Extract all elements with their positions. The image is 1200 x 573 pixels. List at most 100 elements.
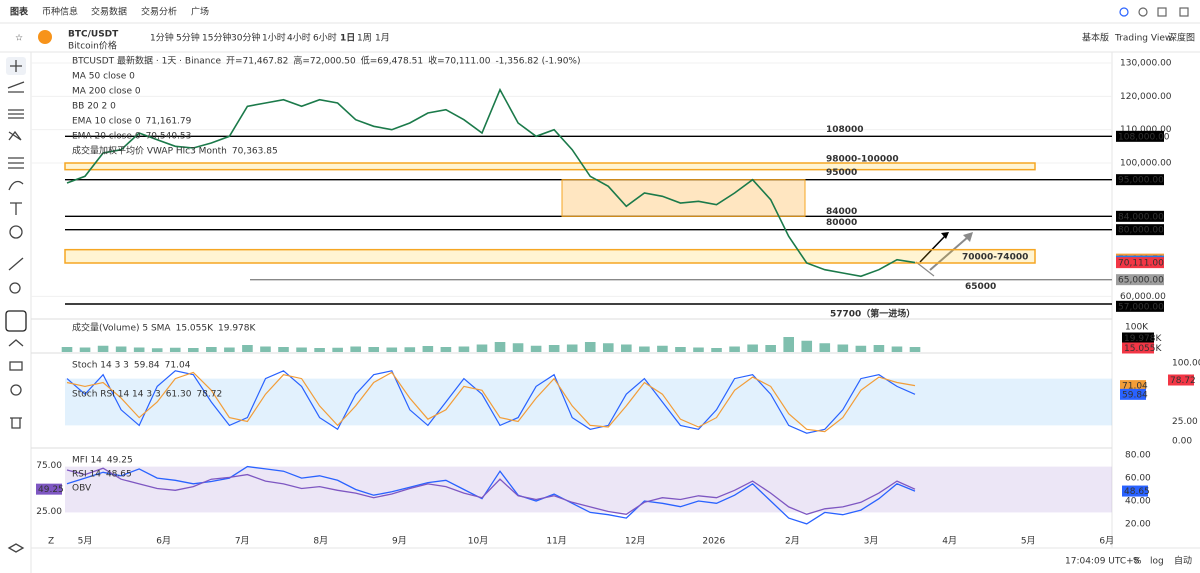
price-label-bg: [1116, 257, 1164, 269]
tool-line[interactable]: [7, 81, 25, 93]
indicator-name: Stoch RSI 14 14 3 3: [72, 390, 161, 400]
tool-fib[interactable]: [8, 109, 24, 119]
tool-pattern[interactable]: [8, 130, 22, 141]
indicator-label-bg: [1120, 388, 1146, 400]
indicator-value: 71.04: [165, 361, 191, 371]
indicator-value: 19.978K: [218, 324, 256, 334]
consolidation-zone: [561, 179, 806, 217]
x-tick-label: 6月: [1099, 536, 1114, 547]
volume-bar: [711, 348, 722, 352]
star-icon[interactable]: ☆: [15, 34, 23, 44]
x-tick-label: 7月: [235, 536, 250, 547]
volume-bar: [242, 345, 253, 352]
level-label: 80000: [826, 218, 857, 228]
tool-lock[interactable]: [8, 339, 24, 347]
x-tick-label: 9月: [392, 536, 407, 547]
symbol: BTC/USDT: [68, 30, 119, 40]
view-button[interactable]: Trading View: [1114, 34, 1172, 44]
icon[interactable]: [1138, 7, 1148, 17]
interval-button[interactable]: 4小时: [287, 32, 311, 44]
volume-bar: [693, 347, 704, 352]
scale-option[interactable]: %: [1133, 557, 1142, 567]
volume-bar: [729, 346, 740, 352]
nav-tab[interactable]: 交易分析: [141, 6, 177, 18]
tool-emoji[interactable]: [9, 225, 23, 239]
view-button[interactable]: 基本版: [1082, 32, 1109, 44]
chart-title: BTCUSDT 最新数据 · 1天 · Binance: [72, 55, 221, 67]
scale-option[interactable]: 自动: [1174, 555, 1192, 567]
volume-bar: [350, 346, 361, 352]
x-tick-label: 6月: [156, 536, 171, 547]
view-button[interactable]: 深度图: [1168, 32, 1195, 44]
indicator-name: MA 200 close 0: [72, 87, 141, 97]
interval-button[interactable]: 1分钟: [150, 32, 174, 44]
tool-lock[interactable]: [9, 361, 23, 371]
volume-bar: [404, 347, 416, 352]
indicator-name: 成交量(Volume) 5 SMA: [72, 322, 171, 334]
indicator-name: 成交量加权平均价 VWAP Hlc3 Month: [72, 145, 227, 157]
indicator-value: 78.72: [196, 390, 222, 400]
scale-option[interactable]: log: [1150, 557, 1164, 567]
volume-label: 19.978K: [1124, 334, 1162, 344]
arrow: [919, 234, 947, 263]
interval-button[interactable]: 1周: [357, 33, 372, 44]
tool-crosshair[interactable]: [10, 60, 22, 72]
interval-button[interactable]: 5分钟: [176, 32, 200, 44]
tool-ruler[interactable]: [8, 257, 24, 271]
interval-button[interactable]: 15分钟: [202, 32, 231, 44]
nav-tab[interactable]: 币种信息: [42, 6, 78, 18]
x-tick-label: 2026: [702, 537, 725, 547]
series-line: [66, 371, 916, 433]
level-label: 57700（第一进场）: [830, 308, 915, 320]
x-tick-label: 3月: [864, 536, 879, 547]
level-label: 70000-74000: [962, 253, 1028, 263]
price-label-bg: [1116, 274, 1164, 286]
icon[interactable]: [1157, 7, 1167, 17]
indicator-name: MFI 14: [72, 456, 102, 466]
icon[interactable]: [1119, 7, 1129, 17]
level-label: 95000: [826, 168, 857, 178]
tool-zoom[interactable]: [9, 282, 21, 294]
y-tick-label: 75.00: [36, 461, 62, 471]
icon[interactable]: [1179, 7, 1189, 17]
y-tick-label: 130,000.00: [1120, 59, 1172, 69]
volume-bar: [314, 348, 325, 352]
price-label: 57,000.00: [1118, 302, 1164, 312]
price-label: 65,000.00: [1118, 276, 1164, 286]
tool-layers[interactable]: [7, 543, 25, 553]
volume-bar: [458, 346, 470, 352]
y-tick-label: 80.00: [1125, 451, 1151, 461]
volume-bar: [891, 346, 903, 352]
tool-trash[interactable]: [10, 417, 22, 429]
tool-eye[interactable]: [10, 384, 22, 396]
interval-button[interactable]: 1月: [375, 33, 390, 44]
tool-magnet[interactable]: [5, 310, 27, 332]
indicator-label-bg: [1120, 380, 1146, 392]
interval-button[interactable]: 1小时: [262, 32, 286, 44]
tool-projection[interactable]: [8, 157, 24, 169]
level-label: 84000: [826, 207, 857, 217]
x-tick-label: 5月: [78, 536, 93, 547]
volume-bar: [819, 343, 831, 352]
volume-bar: [224, 347, 235, 352]
volume-bar: [548, 345, 560, 352]
nav-tab[interactable]: 交易数据: [91, 6, 127, 18]
x-tick-label: 11月: [546, 536, 566, 547]
volume-bar: [97, 345, 109, 352]
tool-text[interactable]: [10, 202, 22, 215]
nav-tab[interactable]: 图表: [10, 6, 29, 18]
interval-button[interactable]: 30分钟: [231, 32, 260, 44]
nav-tab[interactable]: 广场: [191, 6, 209, 18]
tool-brush[interactable]: [8, 180, 24, 191]
volume-bar: [133, 347, 145, 352]
price-label: 84,000.00: [1118, 212, 1164, 222]
level-label: 98000-100000: [826, 155, 899, 165]
rsi-label-bg: [1122, 485, 1148, 497]
volume-bar: [494, 342, 506, 352]
coin-logo: [38, 30, 52, 44]
interval-button[interactable]: 1日: [340, 33, 355, 44]
interval-button[interactable]: 6小时: [313, 32, 337, 44]
volume-bar: [422, 346, 434, 352]
indicator-value: 70,540.53: [146, 132, 192, 142]
